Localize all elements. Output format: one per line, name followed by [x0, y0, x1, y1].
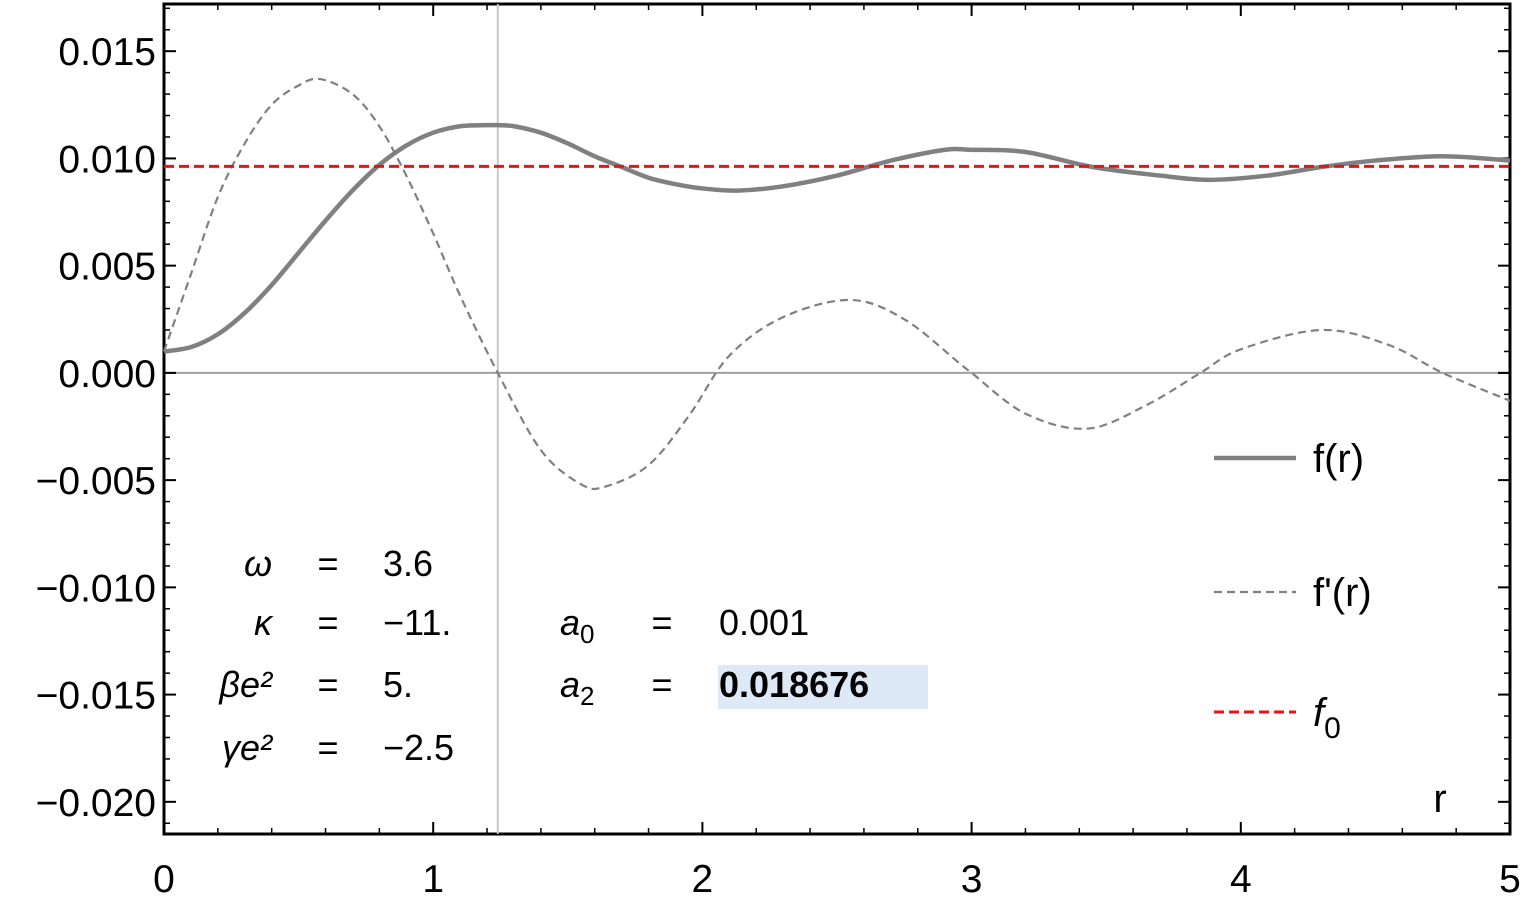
- legend-label-2: f'(r): [1313, 571, 1372, 615]
- x-tick-label: 2: [692, 858, 714, 901]
- param-equals: =: [651, 602, 672, 643]
- param-value: −11.: [383, 602, 451, 643]
- y-tick-label: −0.010: [36, 567, 156, 610]
- param-symbol: γe²: [222, 727, 274, 768]
- y-tick-label: 0.005: [58, 246, 156, 289]
- param-symbol: ω: [244, 543, 272, 584]
- param-equals: =: [317, 727, 338, 768]
- param-value: 3.6: [383, 543, 433, 584]
- y-tick-label: 0.000: [58, 353, 156, 396]
- legend-label-1: f(r): [1313, 437, 1364, 481]
- x-tick-label: 3: [961, 858, 983, 901]
- y-tick-label: −0.015: [36, 675, 156, 718]
- x-tick-label: 1: [422, 858, 444, 901]
- param-symbol: κ: [254, 602, 274, 643]
- legend-label-3: f0: [1313, 691, 1341, 745]
- param-symbol: a0: [560, 602, 595, 649]
- param-equals: =: [651, 664, 672, 705]
- param-subscript: 2: [580, 681, 594, 711]
- param-value: 0.001: [719, 602, 809, 643]
- y-tick-label: −0.020: [36, 782, 156, 825]
- highlight-box: [718, 665, 928, 709]
- series-line-1: [163, 122, 1511, 354]
- param-equals: =: [317, 664, 338, 705]
- plot-frame-border: [162, 2, 1512, 836]
- y-tick-label: 0.010: [58, 138, 156, 181]
- x-tick-label: 5: [1499, 858, 1521, 901]
- param-equals: =: [317, 602, 338, 643]
- axes: 0.015 0.010 0.005 0.000 −0.005 −0.010 −0.015 −0…: [36, 4, 1521, 901]
- param-value: −2.5: [383, 727, 454, 768]
- x-tick-label: 4: [1230, 858, 1252, 901]
- param-subscript: 0: [580, 619, 594, 649]
- param-equals: =: [317, 543, 338, 584]
- x-tick-label: 0: [153, 858, 175, 901]
- param-value: 5.: [383, 664, 413, 705]
- legend: f(r) f'(r) f0: [1214, 437, 1372, 745]
- y-tick-label: −0.005: [36, 460, 156, 503]
- param-symbol: a2: [560, 664, 595, 711]
- series-lines: [162, 77, 1511, 491]
- series-line-2: [162, 77, 1511, 491]
- param-symbol: βe²: [218, 664, 274, 705]
- legend-label-subscript: 0: [1324, 712, 1341, 745]
- param-value: 0.018676: [719, 664, 869, 705]
- x-axis-label: r: [1433, 777, 1446, 821]
- parameter-annotations: ω = 3.6 κ = −11. βe² = 5. γe² = −2.5 a0 = 0.001 a2 = 0.01…: [218, 543, 928, 768]
- plot-frame: [162, 2, 1512, 836]
- y-tick-label: 0.015: [58, 31, 156, 74]
